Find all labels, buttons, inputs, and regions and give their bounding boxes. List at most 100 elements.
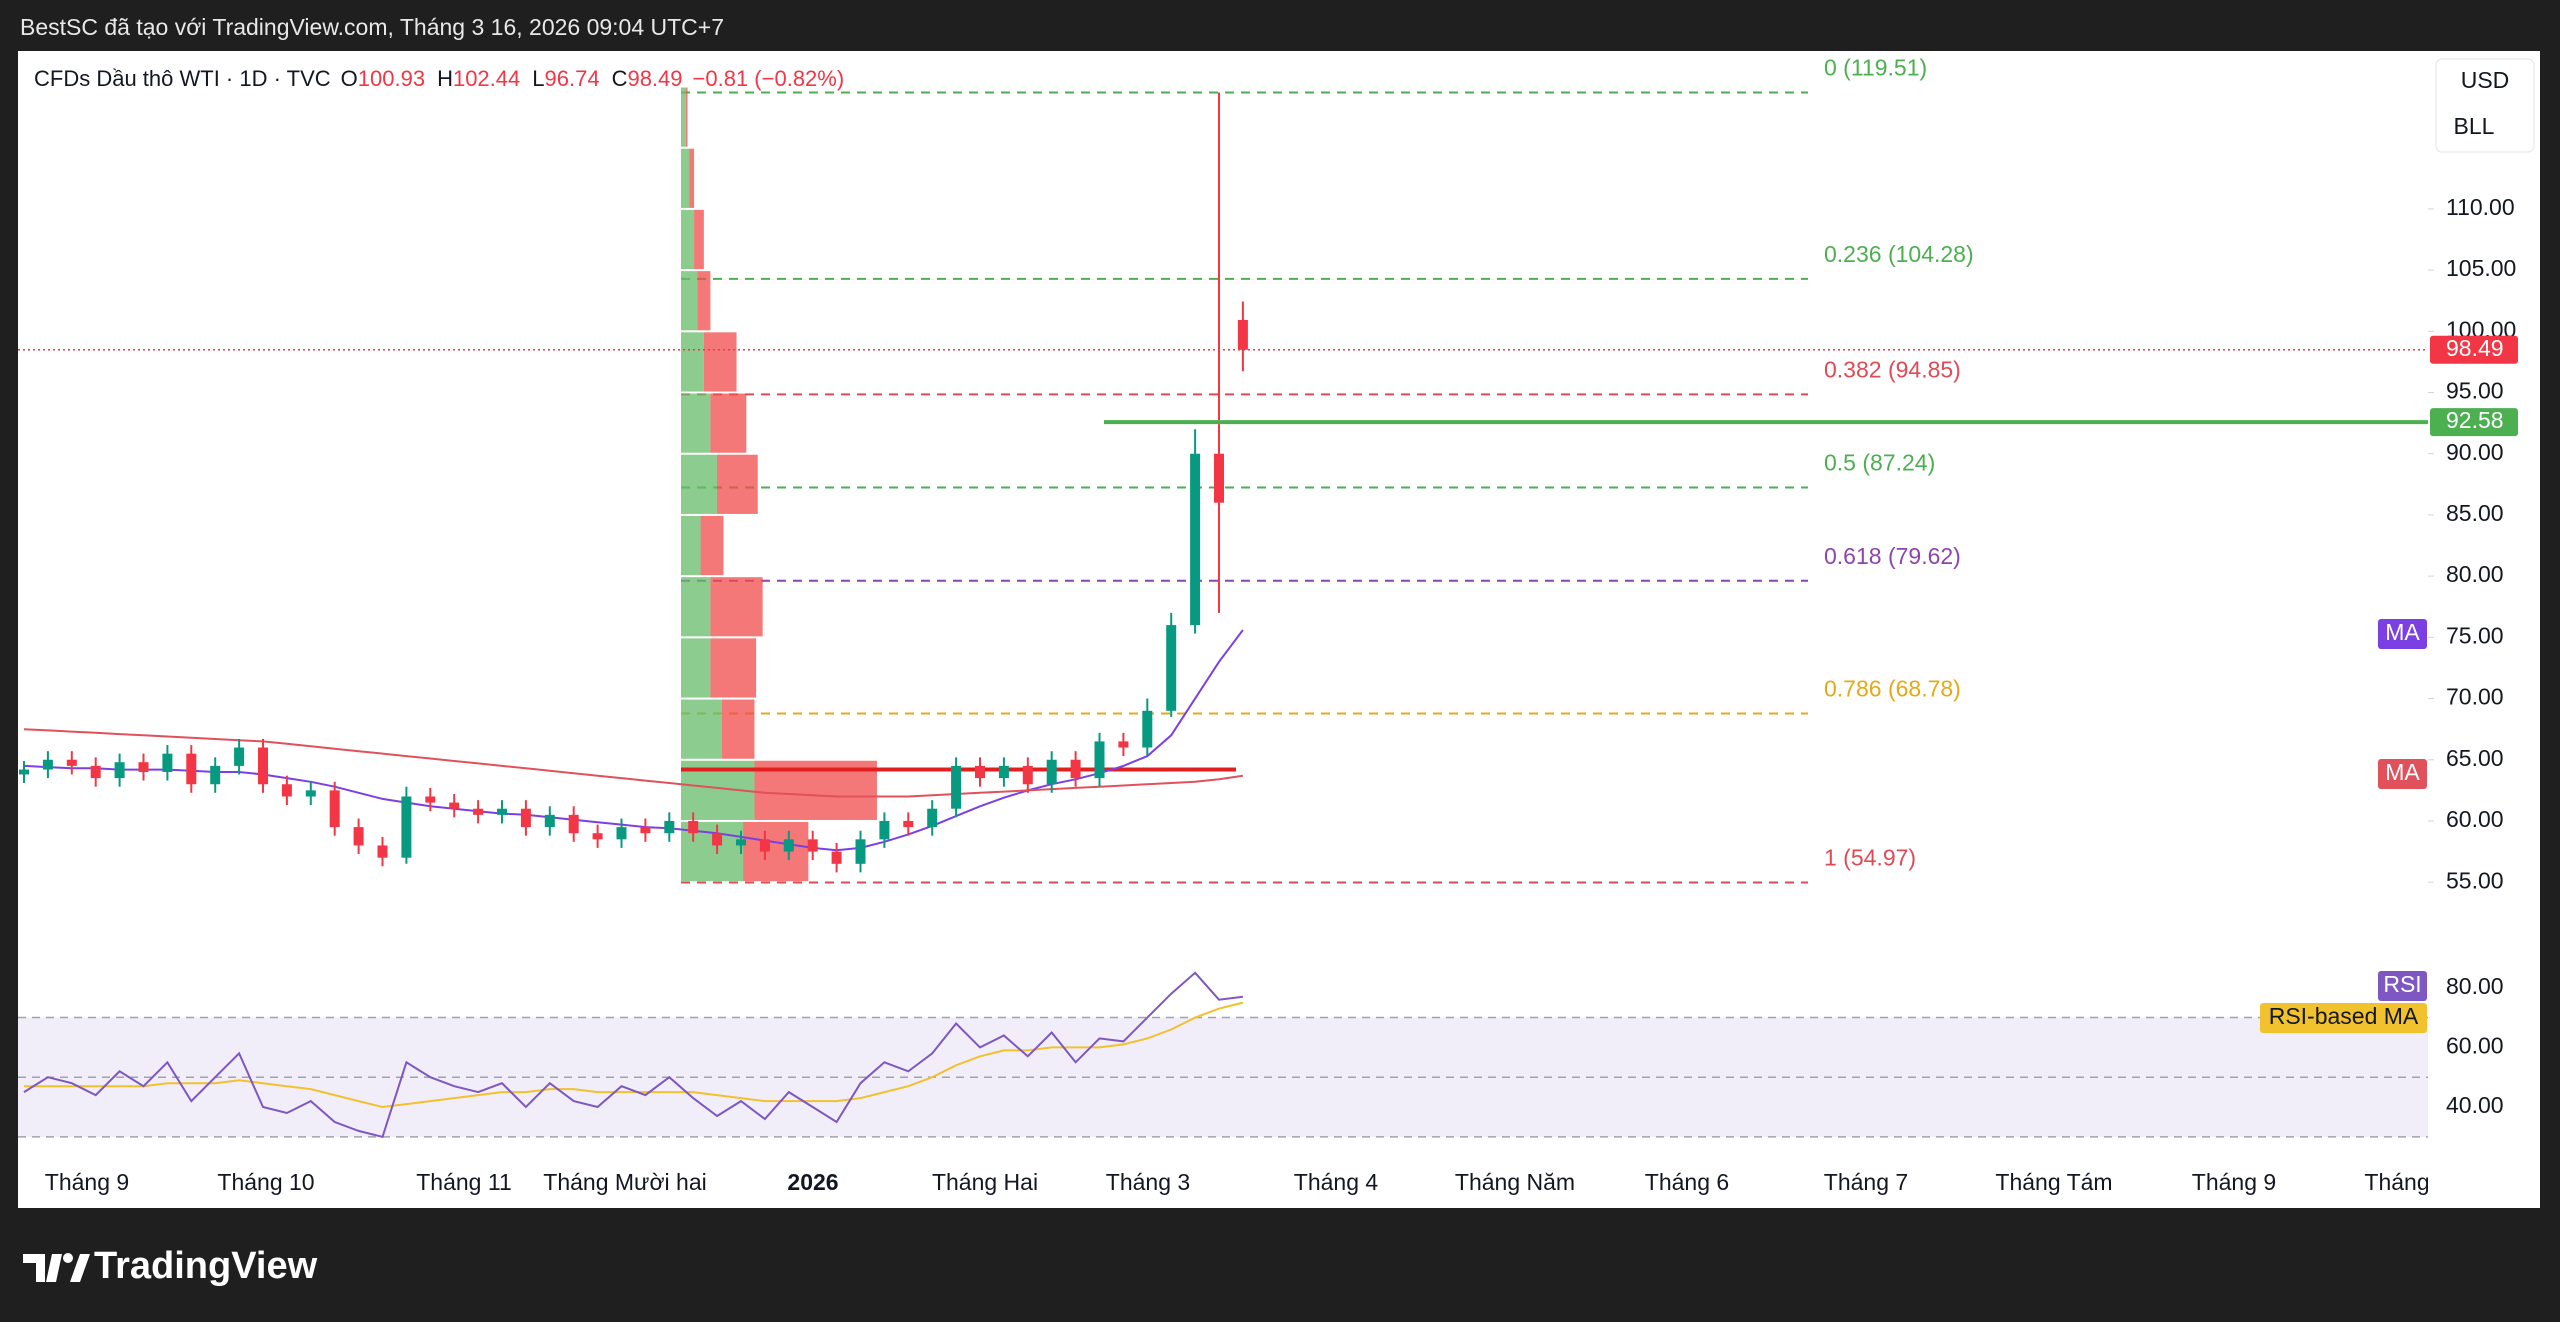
vp-up <box>681 454 717 514</box>
vp-up <box>681 577 711 637</box>
fib-label: 0.382 (94.85) <box>1824 356 1961 382</box>
vp-down <box>743 821 809 882</box>
indicator-badge <box>2378 759 2427 789</box>
candle-body <box>66 759 77 766</box>
candle-body <box>234 747 245 766</box>
unit[interactable]: BLL <box>2454 113 2495 139</box>
candle-body <box>759 839 770 852</box>
vp-up <box>681 515 701 576</box>
vp-down <box>721 699 755 759</box>
candle-body <box>927 808 938 828</box>
vp-up <box>681 393 711 453</box>
candle-body <box>401 796 412 858</box>
vp-down <box>716 454 758 514</box>
indicator-badge-label: RSI-based MA <box>2269 1003 2419 1029</box>
candle-body <box>1070 759 1081 779</box>
y-tick-label: 65.00 <box>2446 745 2504 771</box>
x-tick-label: Tháng 10 <box>217 1169 314 1195</box>
y-tick-label: 105.00 <box>2446 255 2516 281</box>
candle-body <box>783 839 794 852</box>
x-tick-label: Tháng 6 <box>1645 1169 1729 1195</box>
fib-label: 0 (119.51) <box>1824 55 1927 81</box>
candle-body <box>42 759 53 770</box>
candle-body <box>114 762 125 779</box>
x-tick-label: Tháng 9 <box>2192 1169 2276 1195</box>
fib-label: 0.786 (68.78) <box>1824 676 1961 702</box>
x-tick-label: Tháng 11 <box>416 1169 511 1195</box>
vp-up <box>681 209 695 270</box>
legend-value: 100.93 <box>358 66 425 91</box>
x-tick-label: Tháng Năm <box>1455 1169 1575 1195</box>
y-tick-label: 75.00 <box>2446 622 2504 648</box>
candle-body <box>664 820 675 834</box>
rsi-ma-line <box>24 1001 1244 1109</box>
fib-label: 0.236 (104.28) <box>1824 241 1974 267</box>
rsi-tick-label: 80.00 <box>2446 973 2504 999</box>
y-tick-label: 85.00 <box>2446 500 2504 526</box>
rsi-tick-label: 60.00 <box>2446 1032 2504 1058</box>
currency[interactable]: USD <box>2461 67 2510 93</box>
candle-body <box>951 765 962 809</box>
chart-panel <box>18 51 2540 1208</box>
candle-body <box>1237 319 1248 350</box>
fib-label: 1 (54.97) <box>1824 845 1916 871</box>
indicator-badge <box>2378 971 2427 1001</box>
x-tick-label: 2026 <box>787 1169 838 1195</box>
candle-body <box>90 765 101 779</box>
candle-body <box>688 820 699 834</box>
legend-value: 96.74 <box>545 66 600 91</box>
candle-body <box>19 769 29 775</box>
candle-body <box>1142 710 1153 748</box>
fib-label: 0.5 (87.24) <box>1824 450 1935 476</box>
candle-body <box>1022 765 1033 785</box>
candle-body <box>544 814 555 828</box>
vp-up <box>681 638 711 698</box>
candle-body <box>1190 453 1201 626</box>
x-tick-label: Tháng 3 <box>1106 1169 1190 1195</box>
level-badge <box>2430 408 2518 437</box>
candle-body <box>640 827 651 834</box>
vp-down <box>694 209 704 270</box>
price-badge <box>2430 335 2518 364</box>
candle-body <box>1166 625 1177 711</box>
vp-down <box>710 638 757 698</box>
candle-body <box>497 808 507 815</box>
vp-up <box>681 271 698 331</box>
logo: TradingView <box>23 1245 318 1287</box>
candle-body <box>329 790 340 828</box>
x-tick-label: Tháng Mười hai <box>543 1169 706 1195</box>
candle-body <box>210 765 221 785</box>
candle-body <box>1094 741 1105 779</box>
vp-down <box>685 87 688 147</box>
candle-body <box>903 820 914 828</box>
indicator-badge <box>2378 619 2427 649</box>
currency-box[interactable] <box>2435 58 2535 153</box>
candle-body <box>616 827 627 840</box>
candle-body <box>568 814 579 834</box>
y-tick-label: 60.00 <box>2446 806 2504 832</box>
candle-body <box>736 839 746 846</box>
vp-down <box>710 577 763 637</box>
rsi-tick-label: 40.00 <box>2446 1092 2504 1118</box>
x-tick-label: Tháng Hai <box>932 1169 1038 1195</box>
legend: CFDs Dầu thô WTI · 1D · TVC O100.93 H102.4… <box>34 66 844 91</box>
candle-body <box>281 784 292 797</box>
candle-body <box>353 827 364 846</box>
vp-down <box>700 515 724 576</box>
candle-body <box>998 765 1009 779</box>
candle-body <box>1118 741 1129 748</box>
vp-up <box>681 332 704 392</box>
symbol: CFDs Dầu thô WTI · 1D · TVC <box>34 66 331 91</box>
candle-body <box>520 808 531 828</box>
x-tick-label: Tháng <box>2364 1169 2429 1195</box>
indicator-badge <box>2260 1003 2427 1033</box>
candle-body <box>712 833 723 846</box>
x-tick-label: Tháng 7 <box>1824 1169 1908 1195</box>
candle-body <box>473 808 484 815</box>
caption: BestSC đã tạo với TradingView.com, Tháng… <box>20 14 724 40</box>
logo-icon <box>63 1253 73 1263</box>
vp-down <box>703 332 737 392</box>
candle-body <box>855 839 866 864</box>
vp-up <box>681 148 690 208</box>
